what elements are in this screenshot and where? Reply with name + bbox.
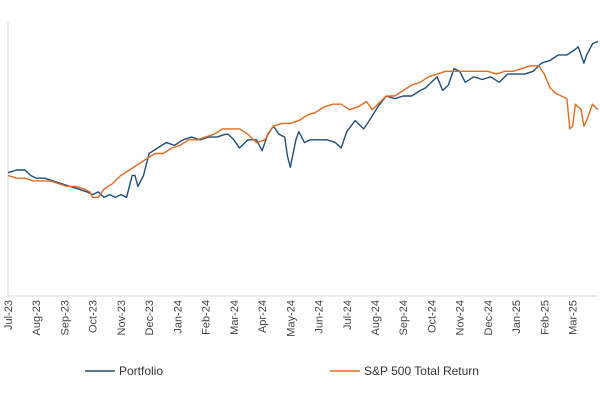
x-tick-label: Dec-24 xyxy=(483,300,495,335)
sp500-total-return-line xyxy=(7,65,599,199)
x-tick-label: Feb-25 xyxy=(539,300,551,335)
x-axis-ticks: Jul-23 Aug-23 Sep-23 Oct-23 Nov-23 Dec-23 Jan-… xyxy=(3,300,580,337)
x-tick-label: Mar-24 xyxy=(229,300,241,335)
x-tick-label: Dec-23 xyxy=(144,300,156,335)
x-tick-label: Jul-24 xyxy=(342,300,354,330)
x-tick-label: Apr-24 xyxy=(257,300,269,333)
x-tick-label: Jun-24 xyxy=(314,300,326,334)
x-tick-label: Jul-23 xyxy=(3,300,15,330)
x-tick-label: Jan-25 xyxy=(511,300,523,334)
x-tick-label: Mar-25 xyxy=(568,300,580,335)
series-lines xyxy=(7,40,599,199)
x-tick-label: May-24 xyxy=(285,300,297,337)
legend-label-sp500: S&P 500 Total Return xyxy=(364,364,479,378)
portfolio-line xyxy=(7,40,599,199)
x-tick-label: Sep-23 xyxy=(59,300,71,335)
x-tick-label: Oct-24 xyxy=(426,300,438,333)
x-tick-label: Nov-24 xyxy=(455,300,467,335)
legend-label-portfolio: Portfolio xyxy=(119,364,163,378)
x-tick-label: Nov-23 xyxy=(116,300,128,335)
x-tick-label: Sep-24 xyxy=(398,300,410,335)
x-tick-label: Aug-24 xyxy=(370,300,382,335)
x-tick-label: Feb-24 xyxy=(201,300,213,335)
x-tick-label: Jan-24 xyxy=(172,300,184,334)
x-tick-label: Aug-23 xyxy=(31,300,43,335)
legend: Portfolio S&P 500 Total Return xyxy=(85,364,479,378)
x-tick-label: Oct-23 xyxy=(88,300,100,333)
